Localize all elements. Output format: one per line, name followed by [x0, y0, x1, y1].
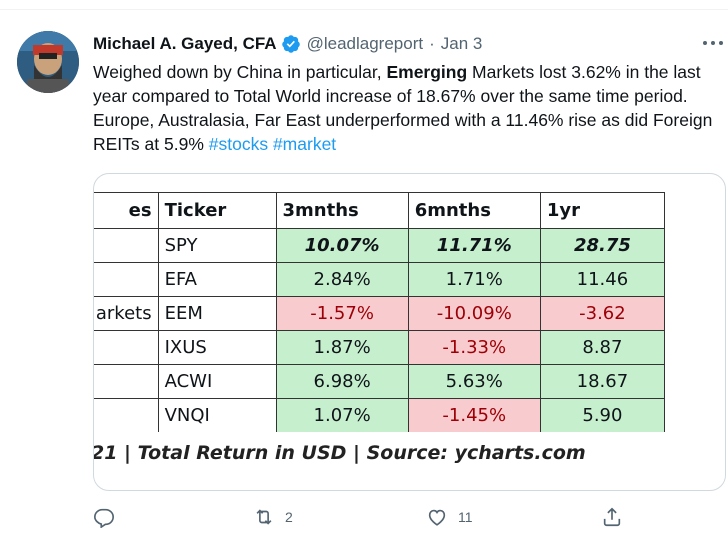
tweet-text-bold: Emerging [386, 62, 468, 82]
share-icon [603, 507, 621, 527]
tweet-image[interactable]: es Ticker 3mnths 6mnths 1yr SPY 10.07% 1… [93, 173, 726, 491]
avatar-image [17, 31, 79, 93]
table-cell: 2.84% [275, 262, 409, 297]
table-cell: ACWI [157, 364, 277, 399]
table-cell: 1.71% [407, 262, 541, 297]
avatar[interactable] [17, 31, 79, 93]
table-cell: 11.71% [407, 228, 541, 263]
separator-dot: · [429, 34, 435, 53]
table-cell: -1.57% [275, 296, 409, 331]
table-cell: 10.07% [275, 228, 409, 263]
table-header: 6mnths [407, 192, 541, 229]
verified-badge-icon [281, 34, 301, 54]
table-cell: -1.33% [407, 330, 541, 365]
table-cell: . [94, 330, 159, 365]
table-row: arkets EEM -1.57% -10.09% -3.62 [94, 296, 666, 331]
table-cell [94, 262, 159, 297]
table-cell: 8.87 [539, 330, 666, 365]
table-image: es Ticker 3mnths 6mnths 1yr SPY 10.07% 1… [94, 192, 725, 432]
tweet-text-part: Markets lost 3.62% in the last year comp… [93, 62, 713, 154]
table-cell: 5.63% [407, 364, 541, 399]
tweet-text-part: Weighed down by China in particular, [93, 62, 387, 82]
table-cell: 5.90 [539, 398, 666, 432]
tweet-actions: 2 11 [93, 506, 724, 532]
table-cell: EFA [157, 262, 277, 297]
table-cell: -3.62 [539, 296, 666, 331]
table-cell: IXUS [157, 330, 277, 365]
table-cell: arkets [94, 296, 159, 331]
table-cell: 1.07% [275, 398, 409, 432]
table-header: es [94, 192, 159, 229]
table-cell: VNQI [157, 398, 277, 432]
hashtag-link[interactable]: #market [272, 134, 337, 154]
tweet-date[interactable]: Jan 3 [440, 34, 483, 53]
reply-icon [94, 508, 114, 528]
like-button[interactable]: 11 [426, 506, 473, 528]
tweet-header: Michael A. Gayed, CFA @leadlagreport · J… [93, 33, 482, 55]
author-handle[interactable]: @leadlagreport [306, 34, 424, 53]
table-cell [94, 398, 159, 432]
table-cell: -1.45% [407, 398, 541, 432]
table-cell: 18.67 [539, 364, 666, 399]
table-cell: 11.46 [539, 262, 666, 297]
retweet-button[interactable]: 2 [253, 506, 293, 528]
tweet-text: Weighed down by China in particular, Eme… [93, 60, 723, 156]
table-header: 1yr [539, 192, 666, 229]
table-cell [94, 364, 159, 399]
more-icon[interactable] [700, 33, 726, 53]
table-cell: 1.87% [275, 330, 409, 365]
hashtag-link[interactable]: #stocks [208, 134, 269, 154]
like-count: 11 [458, 509, 473, 525]
table-row: ACWI 6.98% 5.63% 18.67 [94, 364, 666, 399]
table-row: VNQI 1.07% -1.45% 5.90 [94, 398, 666, 432]
retweet-icon [256, 509, 272, 525]
top-divider [0, 9, 728, 10]
table-cell: -10.09% [407, 296, 541, 331]
author-name[interactable]: Michael A. Gayed, CFA [93, 34, 277, 53]
table-cell [94, 228, 159, 263]
table-cell: EEM [157, 296, 277, 331]
table-row: SPY 10.07% 11.71% 28.75 [94, 228, 666, 263]
table-row: EFA 2.84% 1.71% 11.46 [94, 262, 666, 297]
table-row: . IXUS 1.87% -1.33% 8.87 [94, 330, 666, 365]
share-button[interactable] [601, 506, 623, 528]
retweet-count: 2 [285, 509, 293, 525]
reply-button[interactable] [93, 506, 125, 528]
table-cell: 6.98% [275, 364, 409, 399]
table-header: 3mnths [275, 192, 409, 229]
table-cell: 28.75 [539, 228, 666, 263]
table-cell: SPY [157, 228, 277, 263]
table-header: Ticker [157, 192, 277, 229]
table-source-caption: 21 | Total Return in USD | Source: ychar… [93, 442, 586, 464]
heart-icon [428, 509, 446, 526]
returns-table: es Ticker 3mnths 6mnths 1yr SPY 10.07% 1… [94, 192, 666, 432]
